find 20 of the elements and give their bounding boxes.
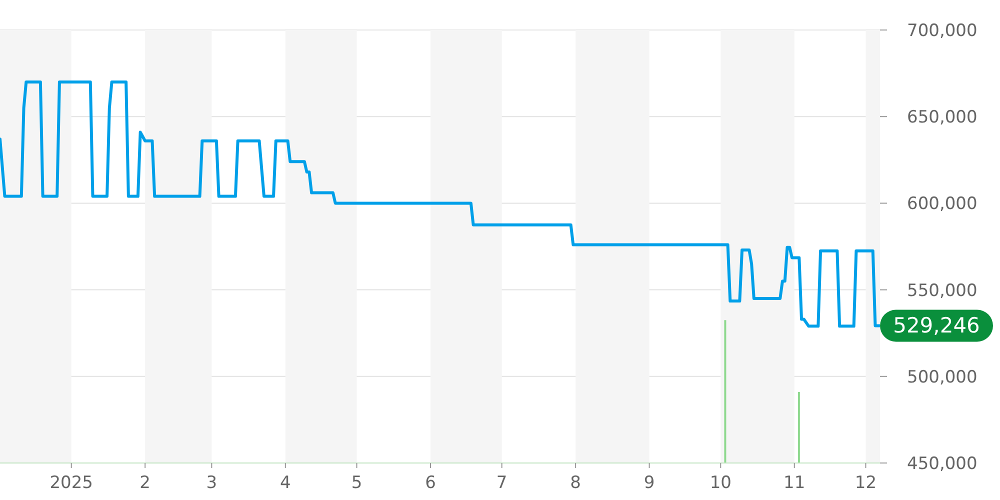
y-tick-label: 700,000 <box>907 21 978 42</box>
x-tick-label: 8 <box>570 473 581 494</box>
x-tick-label: 10 <box>710 473 732 494</box>
x-tick-label: 3 <box>206 473 218 494</box>
line-series <box>0 80 880 328</box>
x-tick-label: 4 <box>280 473 291 494</box>
y-tick-label: 500,000 <box>907 367 978 388</box>
y-tick-label: 600,000 <box>907 194 978 214</box>
y-tick-label: 450,000 <box>907 454 978 474</box>
x-tick-label: 11 <box>784 473 806 494</box>
y-tick-label: 550,000 <box>907 280 978 301</box>
x-tick-label: 12 <box>854 473 877 494</box>
y-tick-label: 650,000 <box>907 108 978 128</box>
x-tick-label: 7 <box>496 473 508 494</box>
x-tick-label: 9 <box>644 473 655 494</box>
x-tick-label: 6 <box>425 473 436 494</box>
x-tick-label: 2025 <box>50 473 93 494</box>
x-tick-label: 2 <box>140 473 150 494</box>
annotation: 529,246 <box>893 314 980 338</box>
x-tick-label: 5 <box>351 473 362 494</box>
